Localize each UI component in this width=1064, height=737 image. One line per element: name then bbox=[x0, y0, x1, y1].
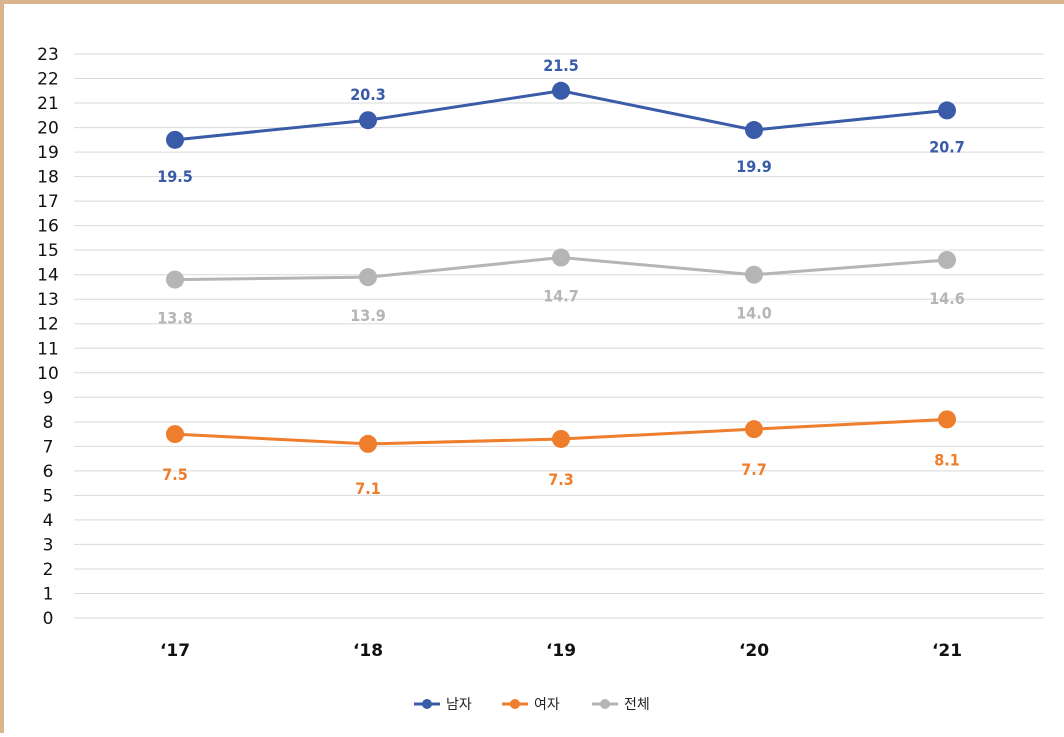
data-label-2-1: 13.9 bbox=[350, 306, 386, 325]
x-tick-2: ‘19 bbox=[546, 641, 576, 661]
data-point-0-0 bbox=[166, 130, 184, 149]
y-tick-12: 12 bbox=[37, 315, 59, 335]
data-label-0-2: 21.5 bbox=[543, 56, 579, 75]
y-tick-10: 10 bbox=[37, 364, 59, 384]
data-label-0-1: 20.3 bbox=[350, 85, 386, 104]
y-tick-5: 5 bbox=[43, 486, 54, 506]
data-label-0-0: 19.5 bbox=[157, 167, 193, 186]
data-point-1-4 bbox=[938, 410, 956, 429]
data-label-2-0: 13.8 bbox=[157, 309, 193, 328]
y-tick-21: 21 bbox=[37, 94, 59, 114]
x-tick-4: ‘21 bbox=[932, 641, 962, 661]
data-label-1-3: 7.7 bbox=[741, 460, 767, 479]
data-point-1-0 bbox=[166, 425, 184, 444]
x-tick-3: ‘20 bbox=[739, 641, 769, 661]
y-tick-23: 23 bbox=[37, 45, 59, 65]
legend-label-0: 남자 bbox=[446, 697, 472, 713]
y-tick-18: 18 bbox=[37, 168, 59, 188]
data-point-2-0 bbox=[166, 270, 184, 289]
data-label-1-0: 7.5 bbox=[162, 465, 188, 484]
y-tick-3: 3 bbox=[43, 535, 54, 555]
y-tick-1: 1 bbox=[43, 584, 54, 604]
y-tick-14: 14 bbox=[37, 266, 59, 286]
y-tick-19: 19 bbox=[37, 143, 59, 163]
data-point-1-2 bbox=[552, 429, 570, 448]
data-point-2-3 bbox=[745, 265, 763, 284]
y-tick-11: 11 bbox=[37, 339, 59, 359]
line-chart: 01234567891011121314151617181920212223‘1… bbox=[37, 45, 1044, 713]
legend-marker-2 bbox=[600, 699, 610, 709]
data-label-2-4: 14.6 bbox=[929, 289, 965, 308]
y-tick-6: 6 bbox=[43, 462, 54, 482]
legend-marker-1 bbox=[510, 699, 520, 709]
data-point-1-3 bbox=[745, 420, 763, 439]
legend-marker-0 bbox=[422, 699, 432, 709]
data-point-0-4 bbox=[938, 101, 956, 120]
y-tick-13: 13 bbox=[37, 290, 59, 310]
y-tick-15: 15 bbox=[37, 241, 59, 261]
data-point-0-3 bbox=[745, 121, 763, 140]
y-tick-4: 4 bbox=[43, 511, 54, 531]
data-point-0-2 bbox=[552, 81, 570, 100]
y-tick-0: 0 bbox=[43, 609, 54, 629]
data-label-0-4: 20.7 bbox=[929, 137, 965, 156]
data-label-0-3: 19.9 bbox=[736, 157, 772, 176]
data-point-2-1 bbox=[359, 268, 377, 287]
legend-label-2: 전체 bbox=[624, 697, 650, 713]
y-tick-20: 20 bbox=[37, 119, 59, 139]
legend-label-1: 여자 bbox=[534, 697, 560, 713]
x-tick-1: ‘18 bbox=[353, 641, 383, 661]
x-tick-0: ‘17 bbox=[160, 641, 190, 661]
data-point-2-4 bbox=[938, 250, 956, 269]
y-tick-9: 9 bbox=[43, 388, 54, 408]
data-point-0-1 bbox=[359, 111, 377, 130]
y-tick-16: 16 bbox=[37, 217, 59, 237]
data-label-2-3: 14.0 bbox=[736, 304, 772, 323]
y-tick-8: 8 bbox=[43, 413, 54, 433]
data-label-2-2: 14.7 bbox=[543, 287, 579, 306]
y-tick-2: 2 bbox=[43, 560, 54, 580]
data-label-1-1: 7.1 bbox=[355, 479, 381, 498]
y-tick-17: 17 bbox=[37, 192, 59, 212]
data-point-2-2 bbox=[552, 248, 570, 267]
data-point-1-1 bbox=[359, 434, 377, 453]
y-tick-22: 22 bbox=[37, 70, 59, 90]
y-tick-7: 7 bbox=[43, 437, 54, 457]
data-label-1-4: 8.1 bbox=[934, 450, 960, 469]
data-label-1-2: 7.3 bbox=[548, 470, 574, 489]
